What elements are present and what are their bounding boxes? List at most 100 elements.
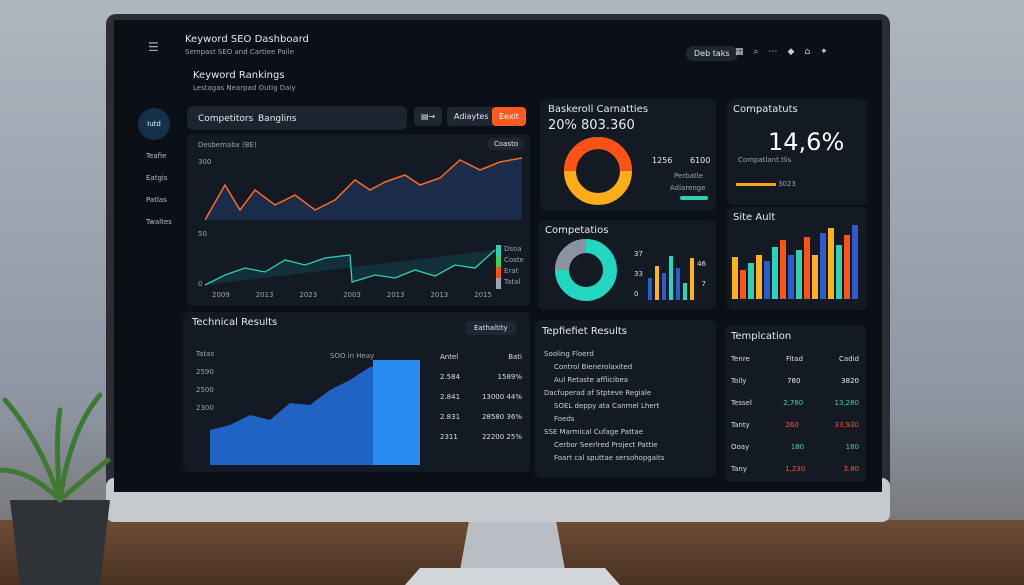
x-tick-label: 2023 bbox=[299, 291, 318, 299]
table-cell: Tanty bbox=[731, 421, 750, 429]
x-tick-label: 2009 bbox=[212, 291, 230, 299]
legend-item: Dsoa bbox=[496, 245, 524, 256]
legend-item: Erat bbox=[496, 267, 524, 278]
y-tick-label: 50 bbox=[198, 230, 207, 238]
y-tick-label: 300 bbox=[198, 158, 212, 166]
panel-title: Tepfiefiet Results bbox=[542, 326, 628, 337]
number: 33 bbox=[634, 270, 643, 278]
panel-title: Templcation bbox=[731, 331, 792, 342]
table-cell: Fitad bbox=[785, 355, 803, 363]
tab[interactable]: Banglins bbox=[258, 114, 297, 124]
legend-item: Tatal bbox=[496, 278, 524, 289]
list-item: Control Bienerolaxited bbox=[554, 363, 633, 371]
table: Tenre Fitad Cadid Tolly 780 3820 Tessel 2,780 13… bbox=[731, 355, 859, 487]
card-title: Competatios bbox=[545, 225, 609, 236]
stat-label: Perbatle bbox=[674, 172, 703, 180]
table-row: Tany 1,230 3.80 bbox=[731, 465, 859, 487]
x-tick-label: 2013 bbox=[430, 291, 449, 299]
button[interactable]: Adiaytes bbox=[447, 107, 496, 126]
legend: Dsoa Coste Erat Tatal bbox=[496, 245, 524, 289]
table-cell: Cadid bbox=[838, 355, 859, 363]
card-title: Baskeroll Carnatties bbox=[548, 104, 649, 115]
table-cell: 1,230 bbox=[785, 465, 806, 473]
x-axis: 2009 2013 2023 2003 2013 2013 2015 bbox=[212, 291, 492, 299]
list-item: Dacfuperad af Stpteve Regiale bbox=[544, 389, 652, 397]
y-axis: Tatas 2590 2500 2300 bbox=[196, 350, 214, 422]
y-tick-label: 2590 bbox=[196, 368, 214, 376]
table-row: 2.584 1589% bbox=[440, 373, 522, 393]
menu-item[interactable]: Teafie bbox=[146, 152, 167, 160]
icon-button[interactable]: ▤→ bbox=[414, 107, 443, 126]
card-value: 20% 803.360 bbox=[548, 118, 635, 133]
list: Sooling Floerd Control Bienerolaxited Aul … bbox=[542, 350, 664, 467]
y-tick-label: 2300 bbox=[196, 404, 214, 412]
table-row: Tanty 260 33,930 bbox=[731, 421, 859, 443]
button[interactable]: Eexit bbox=[492, 107, 526, 126]
list-item: Cerbor Seerlred Project Pattie bbox=[554, 441, 658, 449]
area bbox=[210, 360, 420, 465]
table-cell: 260 bbox=[785, 421, 799, 429]
numbers: 37 46 33 7 0 bbox=[634, 250, 706, 300]
table-cell: 13,280 bbox=[834, 399, 860, 407]
list-item: SOEL deppy ata Canmel Lhert bbox=[554, 402, 660, 410]
card bbox=[727, 99, 867, 205]
button[interactable]: Eathaltity bbox=[466, 321, 516, 335]
y-tick-label: 0 bbox=[198, 280, 203, 288]
stat: 6100 bbox=[690, 156, 711, 165]
panel bbox=[725, 325, 866, 482]
table-cell: Tessel bbox=[731, 399, 752, 407]
tab[interactable]: Competitors bbox=[198, 114, 254, 124]
donut bbox=[564, 137, 632, 205]
card-foot: 3023 bbox=[778, 180, 796, 188]
list-item: Aul Retaste afflicibea bbox=[554, 376, 629, 384]
table-row: 2.831 28580 36% bbox=[440, 413, 522, 433]
y-tick-label: Tatas bbox=[196, 350, 215, 358]
chart-label: Desbemabx (BE) bbox=[198, 141, 257, 149]
table-cell: 180 bbox=[845, 443, 859, 451]
menu-item[interactable]: Patlas bbox=[146, 196, 167, 204]
avatar[interactable]: Iutd bbox=[138, 108, 170, 140]
title: Keyword SEO Dashboard bbox=[185, 34, 309, 45]
table-row: Tenre Fitad Cadid bbox=[731, 355, 859, 377]
list-item: Sooling Floerd bbox=[544, 350, 594, 358]
progress bbox=[680, 196, 708, 200]
table-row: 2.841 13000 44% bbox=[440, 393, 522, 413]
stat: 1256 bbox=[652, 156, 673, 165]
x-tick-label: 2015 bbox=[474, 291, 492, 299]
sidebar-menu: Teafie Eatgis Patlas Twaltes bbox=[146, 152, 172, 240]
number: 0 bbox=[634, 290, 639, 298]
menu-item[interactable]: Twaltes bbox=[146, 218, 172, 226]
table-cell: Tolly bbox=[731, 377, 747, 385]
table-row: Antel Bati bbox=[440, 353, 522, 373]
card-title: Site Ault bbox=[733, 212, 776, 223]
table-cell: Ooay bbox=[731, 443, 750, 451]
number: 7 bbox=[701, 280, 706, 288]
menu-item[interactable]: Eatgis bbox=[146, 174, 168, 182]
x-tick-label: 2013 bbox=[255, 291, 274, 299]
table-cell: 13000 44% bbox=[481, 393, 522, 401]
bars bbox=[732, 225, 858, 299]
table-cell: Tany bbox=[731, 465, 747, 473]
table-cell: Tenre bbox=[731, 355, 750, 363]
legend-item: Coste bbox=[496, 256, 524, 267]
rankings-lines bbox=[205, 157, 523, 286]
chart-note: SOO in Heay bbox=[330, 352, 375, 360]
stat-label: Adiarenge bbox=[670, 184, 706, 192]
y-tick-label: 2500 bbox=[196, 386, 214, 394]
table-cell: 28580 36% bbox=[481, 413, 522, 421]
x-tick-label: 2003 bbox=[343, 291, 361, 299]
table-cell: 180 bbox=[790, 443, 805, 451]
menu-icon[interactable]: ☰ bbox=[148, 40, 159, 54]
list-item: SSE Marmical Cufage Pattae bbox=[544, 428, 644, 436]
table-row: Tolly 780 3820 bbox=[731, 377, 859, 399]
table-cell: Bati bbox=[508, 353, 522, 361]
toolbar-icons[interactable]: ▦⌕⋯◆⌂✦ bbox=[735, 47, 838, 57]
section-title: Keyword Rankings bbox=[193, 70, 285, 81]
table-cell: 2311 bbox=[440, 433, 458, 441]
subtitle: Sempast SEO and Cartiee Paile bbox=[185, 48, 294, 56]
table-cell: 22200 25% bbox=[481, 433, 522, 441]
panel bbox=[535, 320, 716, 478]
chart-tag[interactable]: Coasto bbox=[488, 138, 525, 150]
search[interactable]: Deb taks bbox=[686, 46, 738, 61]
table-cell: Antel bbox=[440, 353, 459, 361]
